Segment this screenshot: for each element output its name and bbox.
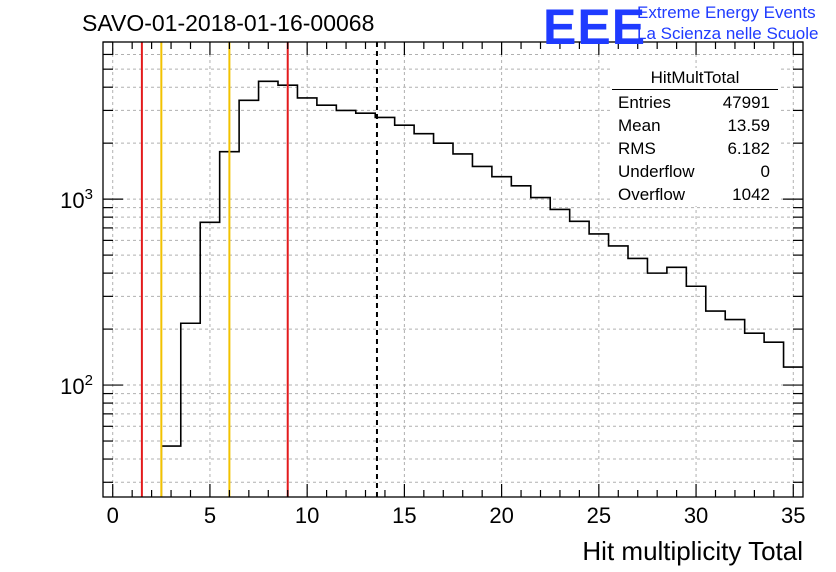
histogram-bin — [764, 342, 783, 497]
histogram-bin — [570, 221, 589, 497]
histogram-bin — [667, 267, 686, 497]
stats-value: 1042 — [732, 185, 770, 204]
histogram-bin — [550, 209, 569, 497]
histogram-bin — [706, 311, 725, 497]
stats-divider — [612, 89, 778, 90]
x-tick-label: 30 — [684, 503, 708, 528]
stats-row-overflow: Overflow 1042 — [618, 185, 770, 207]
histogram-bin — [745, 333, 764, 497]
stats-value: 47991 — [722, 93, 770, 112]
histogram-bin — [472, 166, 491, 497]
histogram-bin — [336, 110, 355, 497]
y-tick-base: 10 — [60, 188, 84, 213]
stats-label: Underflow — [618, 162, 695, 181]
x-tick-label: 35 — [781, 503, 805, 528]
marker-lines — [140, 42, 378, 497]
stats-row-entries: Entries 47991 — [618, 93, 770, 115]
x-tick-label: 20 — [489, 503, 513, 528]
histogram-bin — [181, 323, 200, 497]
stats-row-rms: RMS 6.182 — [618, 139, 770, 161]
stats-title: HitMultTotal — [650, 68, 740, 87]
histogram-bin — [414, 134, 433, 497]
histogram-bin — [375, 117, 394, 497]
x-tick-label: 0 — [107, 503, 119, 528]
x-tick-label: 5 — [204, 503, 216, 528]
run-title: SAVO-01-2018-01-16-00068 — [82, 10, 375, 36]
y-tick-exponent: 3 — [85, 186, 93, 203]
histogram-bin — [725, 320, 744, 497]
histogram-bin — [647, 273, 666, 497]
stats-value: 0 — [760, 162, 770, 181]
histogram-outline — [160, 80, 803, 497]
stats-value: 13.59 — [727, 116, 770, 135]
histogram-bin — [784, 367, 803, 497]
histogram-bin — [609, 246, 628, 497]
y-tick-label: 102 — [60, 372, 93, 399]
histogram-bin — [628, 258, 647, 497]
y-tick-exponent: 2 — [85, 372, 93, 389]
histogram-bin — [356, 113, 375, 497]
histogram-bin — [492, 177, 511, 497]
x-tick-label: 10 — [295, 503, 319, 528]
x-axis-label: Hit multiplicity Total — [582, 536, 803, 566]
eee-logo: EEE — [543, 0, 647, 55]
histogram-bin — [200, 222, 219, 497]
histogram-bin — [511, 186, 530, 497]
histogram-bin — [297, 98, 316, 497]
stats-value: 6.182 — [727, 139, 770, 158]
histogram-bars — [160, 80, 803, 497]
stats-box: HitMultTotal Entries 47991 Mean 13.59 RM… — [612, 68, 778, 206]
stats-row-underflow: Underflow 0 — [618, 162, 770, 184]
histogram-bin — [161, 446, 180, 497]
y-tick-base: 10 — [60, 374, 84, 399]
x-tick-label: 15 — [392, 503, 416, 528]
stats-label: Mean — [618, 116, 661, 135]
logo-line-2: La Scienza nelle Scuole — [637, 24, 819, 43]
histogram-bin — [259, 81, 278, 497]
histogram-bin — [453, 154, 472, 497]
histogram-bin — [239, 100, 258, 497]
histogram-bin — [531, 198, 550, 497]
x-tick-label: 25 — [587, 503, 611, 528]
histogram-bin — [395, 125, 414, 497]
stats-row-mean: Mean 13.59 — [618, 116, 770, 138]
logo-line-1: Extreme Energy Events — [637, 3, 816, 22]
histogram-bin — [686, 286, 705, 497]
stats-label: Entries — [618, 93, 671, 112]
histogram-bin — [589, 234, 608, 497]
y-tick-label: 103 — [60, 186, 93, 213]
stats-label: RMS — [618, 139, 656, 158]
plot-frame — [102, 41, 804, 498]
histogram-bin — [434, 143, 453, 497]
stats-label: Overflow — [618, 185, 686, 204]
histogram-bin — [317, 105, 336, 497]
